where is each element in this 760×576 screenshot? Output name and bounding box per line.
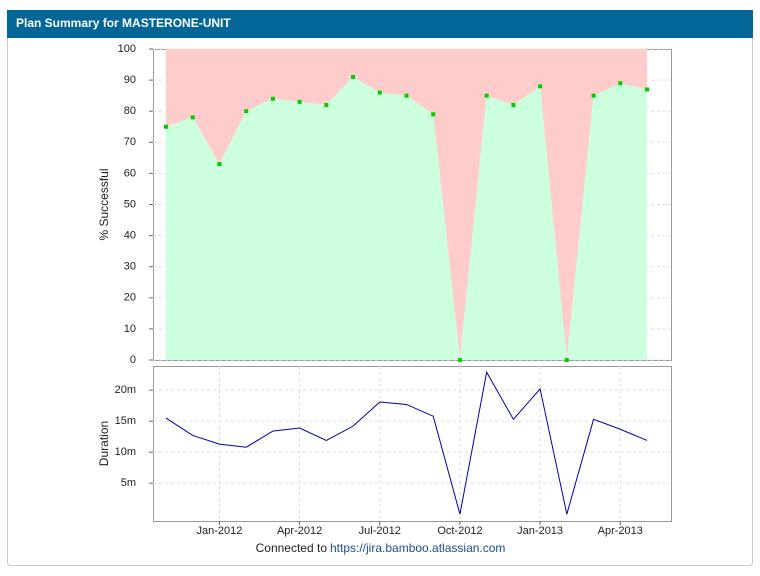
data-point xyxy=(324,102,329,107)
footer-link[interactable]: https://jira.bamboo.atlassian.com xyxy=(330,541,505,555)
data-point xyxy=(217,162,222,167)
data-point xyxy=(297,99,302,104)
data-point xyxy=(351,74,356,79)
y-tick-label: 0 xyxy=(130,354,136,366)
x-tick-label: Apr-2013 xyxy=(598,525,643,537)
x-tick-label: Jan-2012 xyxy=(197,525,243,537)
y-tick-label: 10 xyxy=(124,323,136,335)
y-tick-label: 100 xyxy=(118,43,136,55)
data-point xyxy=(564,358,569,362)
y-tick-label: 50 xyxy=(124,198,136,210)
x-tick-label: Jan-2013 xyxy=(517,525,563,537)
y-tick-label: 15m xyxy=(115,415,136,427)
data-point xyxy=(244,109,249,114)
y-tick-label: 90 xyxy=(124,74,136,86)
footer-text: Connected to xyxy=(256,541,328,555)
y-tick-label: 20m xyxy=(115,384,136,396)
x-tick-label: Oct-2012 xyxy=(437,525,482,537)
data-point xyxy=(618,81,623,86)
data-point xyxy=(431,112,436,117)
data-point xyxy=(404,93,409,98)
y-tick-label: 40 xyxy=(124,230,136,242)
y-tick-label: 60 xyxy=(124,167,136,179)
y-tick-label: 80 xyxy=(124,105,136,117)
data-point xyxy=(511,102,516,107)
y-tick-label: 30 xyxy=(124,261,136,273)
panel-header xyxy=(7,10,753,38)
y-axis-label: Duration xyxy=(97,421,111,466)
duration-line xyxy=(165,370,648,515)
data-point xyxy=(164,124,168,129)
x-tick-label: Jul-2012 xyxy=(359,525,401,537)
data-point xyxy=(591,93,596,98)
y-tick-label: 20 xyxy=(124,292,136,304)
data-point xyxy=(377,90,382,95)
data-point xyxy=(190,115,195,120)
data-point xyxy=(538,84,543,89)
success-area xyxy=(166,76,647,361)
panel-title: Plan Summary for MASTERONE-UNIT xyxy=(16,16,231,30)
y-tick-label: 70 xyxy=(124,136,136,148)
data-point xyxy=(645,87,649,92)
y-tick-label: 10m xyxy=(115,446,136,458)
plot-area xyxy=(153,366,672,522)
x-tick-label: Apr-2012 xyxy=(277,525,322,537)
data-point xyxy=(270,96,275,101)
failure-area xyxy=(166,49,647,360)
data-point xyxy=(457,358,462,362)
y-tick-label: 5m xyxy=(121,477,136,489)
y-axis-label: % Successful xyxy=(97,168,111,240)
data-point xyxy=(484,93,489,98)
